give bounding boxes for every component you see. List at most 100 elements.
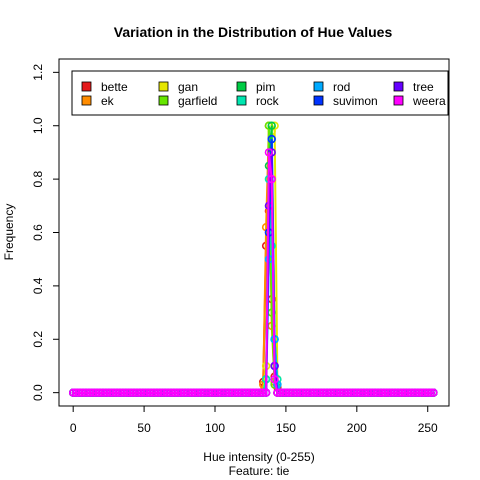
y-tick-label: 0.0 <box>31 384 45 401</box>
data-point <box>355 388 364 397</box>
data-point <box>335 388 344 397</box>
legend-label: garfield <box>178 94 217 108</box>
legend-swatch <box>81 81 92 92</box>
data-point <box>71 388 81 397</box>
data-point <box>349 388 359 397</box>
data-point <box>412 388 421 397</box>
y-tick-label: 0.4 <box>31 277 45 294</box>
data-point <box>188 388 197 397</box>
data-point <box>244 388 254 397</box>
data-point <box>372 388 381 397</box>
data-point <box>290 388 299 397</box>
data-point <box>236 388 245 397</box>
data-point <box>267 134 276 144</box>
data-point <box>80 388 89 397</box>
data-point <box>102 388 112 397</box>
data-point <box>145 388 155 397</box>
data-point <box>293 388 302 397</box>
data-point <box>332 388 342 397</box>
x-tick-label: 200 <box>347 421 367 435</box>
data-point <box>361 388 370 397</box>
legend-label: rod <box>333 80 350 94</box>
data-point <box>312 388 322 397</box>
data-point <box>205 388 214 397</box>
data-point <box>366 388 376 397</box>
data-point <box>406 388 415 397</box>
data-point <box>128 388 137 397</box>
data-point <box>358 388 367 397</box>
data-point <box>423 388 432 397</box>
data-point <box>162 388 172 397</box>
data-point <box>329 388 339 397</box>
data-point <box>83 388 92 397</box>
data-point <box>219 388 228 397</box>
data-point <box>298 388 308 397</box>
data-point <box>142 388 152 397</box>
x-tick-label: 50 <box>137 421 151 435</box>
data-point <box>202 388 211 397</box>
series-layer <box>68 121 438 397</box>
legend-label: tree <box>413 80 434 94</box>
data-point <box>105 388 115 397</box>
data-point <box>341 388 350 397</box>
data-point <box>242 388 251 397</box>
data-point <box>199 388 208 397</box>
x-tick-label: 100 <box>205 421 225 435</box>
data-point <box>100 388 109 397</box>
data-point <box>68 388 78 397</box>
data-point <box>185 388 194 397</box>
y-tick-label: 0.8 <box>31 170 45 187</box>
legend-swatch <box>158 81 169 92</box>
data-point <box>85 388 95 397</box>
data-point <box>295 388 305 397</box>
data-point <box>253 388 262 397</box>
legend-label: ek <box>101 94 115 108</box>
data-point <box>247 388 257 397</box>
x-tick-label: 250 <box>418 421 438 435</box>
data-point <box>301 388 310 397</box>
legend-swatch <box>236 95 247 106</box>
legend-swatch <box>236 81 247 92</box>
data-point <box>156 388 166 397</box>
data-point <box>369 388 378 397</box>
data-point <box>225 388 234 397</box>
legend-swatch <box>81 95 92 106</box>
data-point <box>233 388 242 397</box>
legend-label: gan <box>178 80 198 94</box>
y-tick-label: 0.2 <box>31 331 45 348</box>
y-tick-label: 1.0 <box>31 117 45 134</box>
data-point <box>318 388 327 397</box>
data-point <box>74 388 84 397</box>
x-axis: 0 50 100 150 200 250 <box>70 405 438 435</box>
data-point <box>239 388 248 397</box>
data-point <box>327 388 336 397</box>
data-point <box>250 388 259 397</box>
chart-title: Variation in the Distribution of Hue Val… <box>114 24 393 40</box>
data-point <box>307 388 316 397</box>
y-tick-label: 1.2 <box>31 64 45 81</box>
data-point <box>154 388 163 397</box>
x-axis-label: Hue intensity (0-255) <box>203 450 314 464</box>
data-point <box>151 388 160 397</box>
x-axis-sublabel: Feature: tie <box>229 464 290 478</box>
data-point <box>210 388 220 397</box>
y-axis-label: Frequency <box>2 204 16 261</box>
data-point <box>108 388 118 397</box>
legend-swatch <box>393 95 404 106</box>
data-point <box>264 148 274 157</box>
data-point <box>352 388 361 397</box>
data-point <box>230 388 240 397</box>
data-point <box>392 388 401 397</box>
legend-label: rock <box>256 94 280 108</box>
data-point <box>278 388 288 397</box>
legend-swatch <box>158 95 169 106</box>
data-point <box>131 388 140 397</box>
data-point <box>346 388 356 397</box>
data-point <box>429 388 438 397</box>
data-point <box>315 388 325 397</box>
data-point <box>117 388 126 397</box>
data-point <box>111 388 120 397</box>
data-point <box>420 388 430 397</box>
data-point <box>259 388 268 397</box>
